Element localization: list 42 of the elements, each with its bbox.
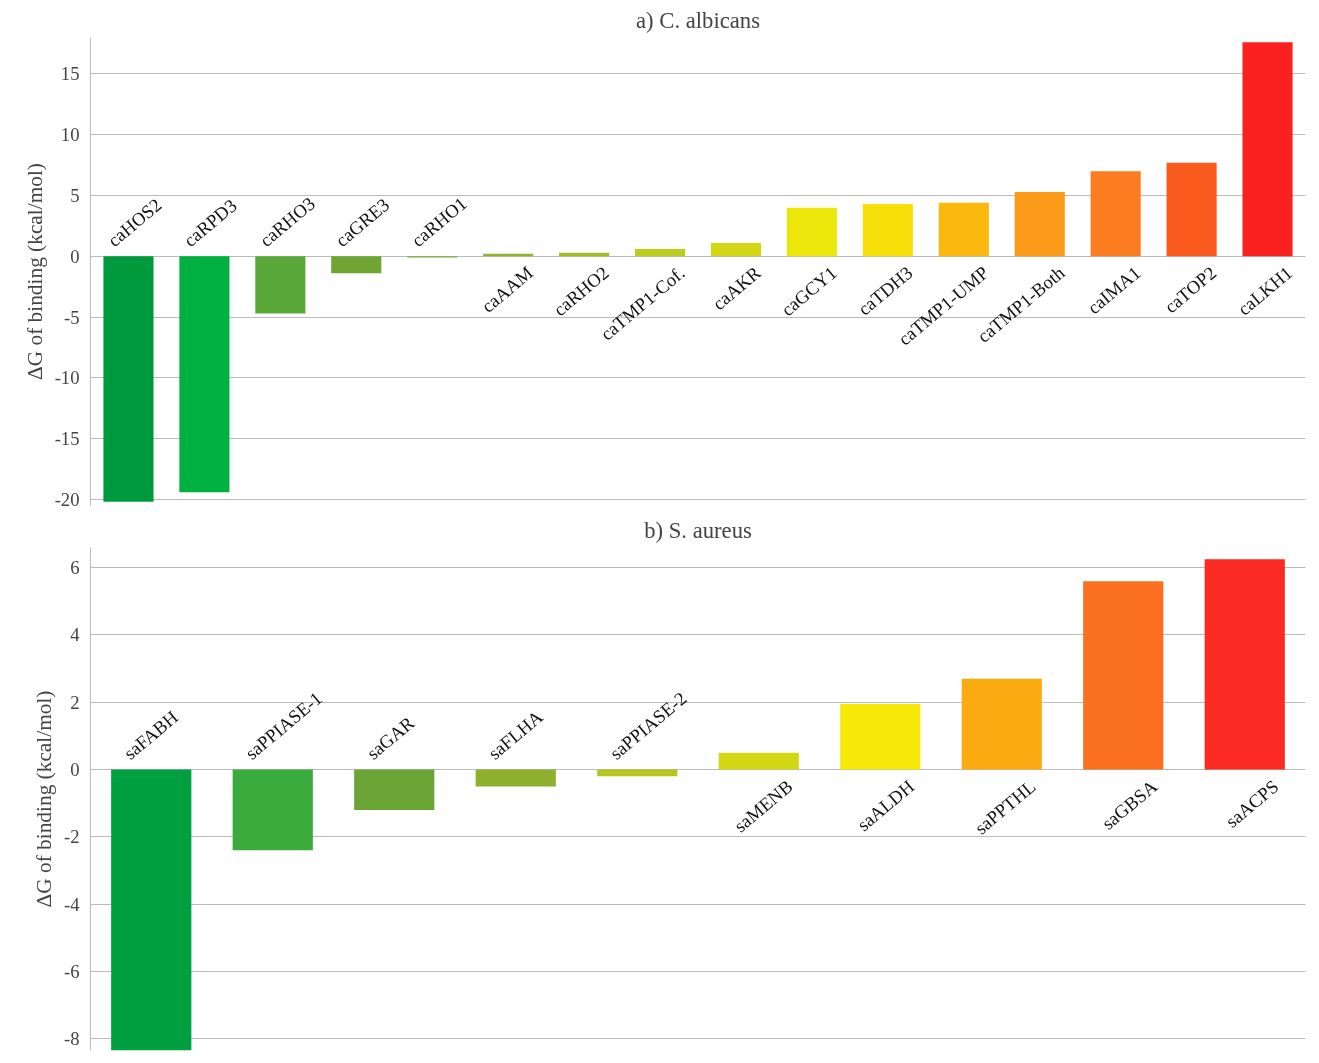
bar <box>938 202 989 257</box>
bar <box>179 256 230 493</box>
bar <box>1242 42 1293 257</box>
bar <box>862 204 913 257</box>
bar <box>331 256 382 274</box>
y-tick-label: -5 <box>63 306 80 328</box>
bar <box>475 769 556 787</box>
y-tick-label: -10 <box>54 367 80 389</box>
y-tick-label: -6 <box>63 960 80 982</box>
bar <box>961 678 1042 770</box>
bar <box>111 769 192 1051</box>
chart-title: b) S. aureus <box>644 517 752 543</box>
bar <box>840 703 921 770</box>
bar <box>786 207 837 257</box>
y-tick-label: -4 <box>63 893 81 915</box>
bar <box>1166 162 1217 257</box>
y-tick-label: 5 <box>70 185 80 207</box>
bar <box>1204 559 1285 770</box>
bar <box>1083 581 1164 770</box>
y-tick-label: 0 <box>70 245 80 267</box>
y-tick-label: -15 <box>54 428 80 450</box>
bar <box>718 752 799 770</box>
y-tick-label: 15 <box>60 63 80 85</box>
bar <box>103 256 154 502</box>
bar <box>232 769 313 851</box>
bar <box>1014 191 1065 257</box>
y-axis-title: ΔG of binding (kcal/mol) <box>22 163 47 380</box>
bar <box>255 256 306 314</box>
y-tick-label: 6 <box>70 557 80 579</box>
y-axis-title: ΔG of binding (kcal/mol) <box>31 690 56 908</box>
y-tick-label: -2 <box>63 826 80 848</box>
y-tick-label: 0 <box>70 759 80 781</box>
y-tick-label: 10 <box>60 124 80 146</box>
chart-title: a) C. albicans <box>636 7 760 33</box>
y-tick-label: -20 <box>54 488 80 510</box>
y-tick-label: -8 <box>63 1028 80 1050</box>
bar <box>1090 171 1141 257</box>
bar <box>354 769 435 810</box>
y-tick-label: 4 <box>70 624 81 646</box>
y-tick-label: 2 <box>70 691 80 713</box>
bar <box>634 249 686 257</box>
bar <box>710 242 762 257</box>
